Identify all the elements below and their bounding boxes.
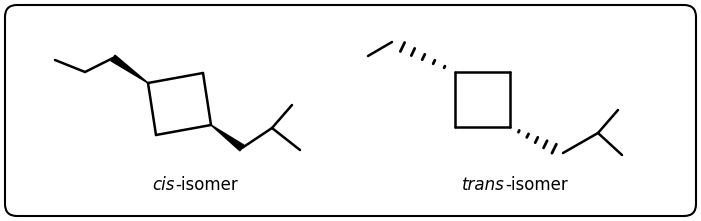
Text: trans: trans (462, 176, 505, 194)
FancyBboxPatch shape (5, 5, 696, 216)
Polygon shape (211, 125, 244, 151)
Text: -isomer: -isomer (175, 176, 238, 194)
Polygon shape (111, 55, 148, 83)
Text: -isomer: -isomer (505, 176, 568, 194)
Text: cis: cis (153, 176, 175, 194)
